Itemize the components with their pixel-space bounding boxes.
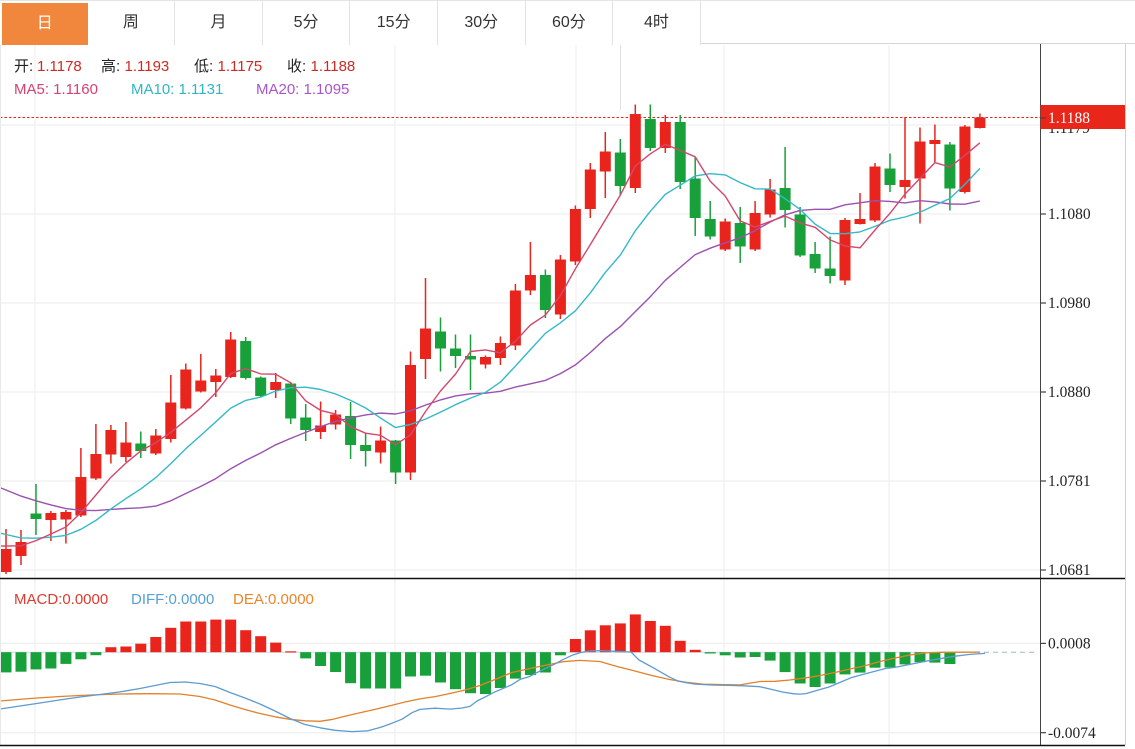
svg-text:MA20: 1.1095: MA20: 1.1095: [256, 81, 349, 98]
svg-text:开:: 开:: [14, 58, 33, 75]
svg-text:1.1178: 1.1178: [37, 58, 82, 75]
svg-text:1.1080: 1.1080: [1048, 206, 1091, 223]
svg-text:1.0880: 1.0880: [1048, 384, 1091, 401]
svg-text:-0.0074: -0.0074: [1048, 725, 1096, 742]
svg-text:1.1188: 1.1188: [311, 58, 356, 75]
svg-text:低:: 低:: [194, 58, 213, 75]
svg-text:MACD:0.0000: MACD:0.0000: [14, 591, 108, 608]
svg-text:DIFF:0.0000: DIFF:0.0000: [131, 591, 214, 608]
svg-text:1.0980: 1.0980: [1048, 295, 1091, 312]
svg-text:1.1188: 1.1188: [1048, 110, 1090, 127]
svg-text:1.0781: 1.0781: [1048, 473, 1091, 490]
svg-text:收:: 收:: [287, 58, 306, 75]
svg-text:高:: 高:: [101, 58, 120, 75]
svg-text:MA5: 1.1160: MA5: 1.1160: [14, 81, 98, 98]
svg-text:MA10: 1.1131: MA10: 1.1131: [131, 81, 223, 98]
svg-text:0.0008: 0.0008: [1048, 636, 1091, 653]
svg-text:1.1175: 1.1175: [218, 58, 263, 75]
svg-text:DEA:0.0000: DEA:0.0000: [233, 591, 314, 608]
svg-text:1.1193: 1.1193: [125, 58, 170, 75]
svg-text:1.0681: 1.0681: [1048, 562, 1091, 579]
